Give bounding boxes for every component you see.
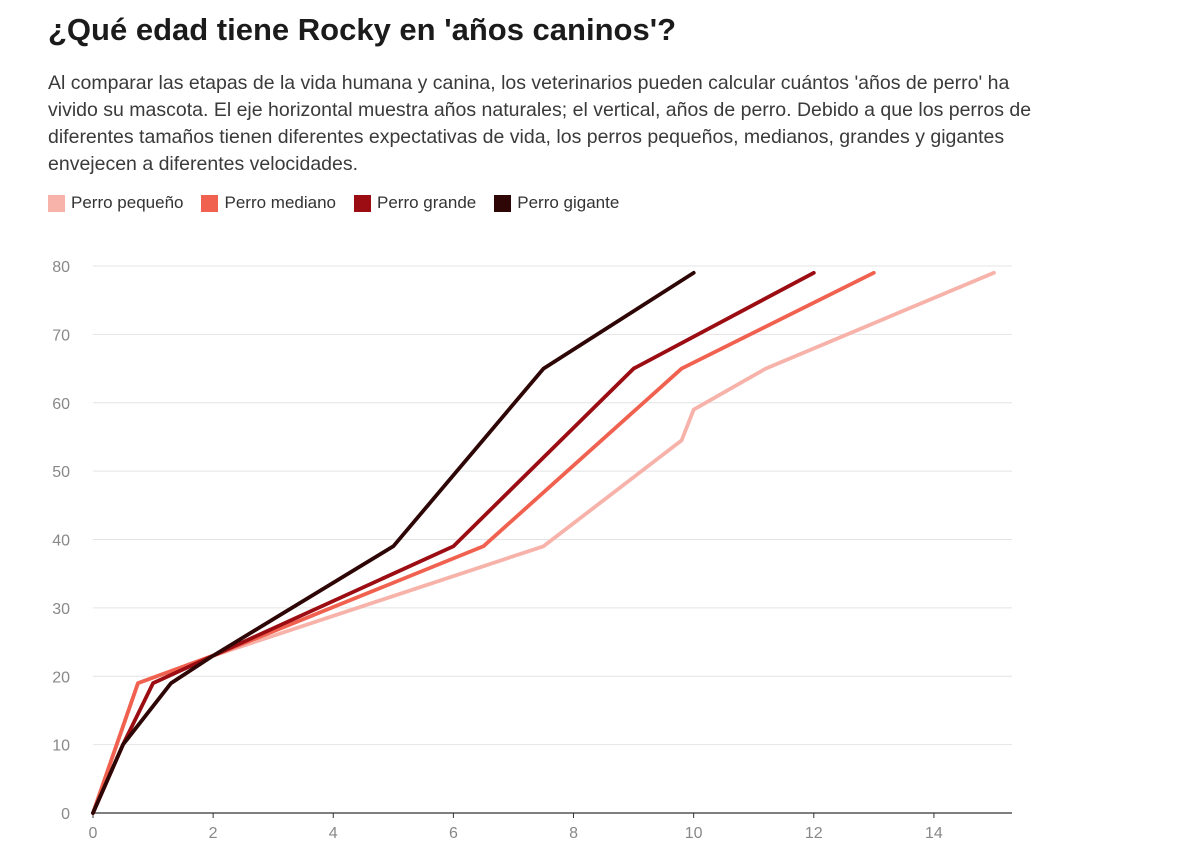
x-tick-label: 10 xyxy=(685,825,703,842)
y-tick-label: 60 xyxy=(52,396,70,413)
chart-subtitle: Al comparar las etapas de la vida humana… xyxy=(48,72,1032,175)
legend-item: Perro gigante xyxy=(494,193,619,213)
x-tick-label: 12 xyxy=(805,825,823,842)
series-line-2 xyxy=(91,270,876,815)
series-line-4 xyxy=(91,270,696,815)
legend-item: Perro grande xyxy=(354,193,476,213)
x-tick-label: 6 xyxy=(449,825,458,842)
y-tick-label: 80 xyxy=(52,259,70,276)
legend-swatch xyxy=(201,194,219,212)
y-tick-label: 70 xyxy=(52,327,70,344)
legend-item: Perro pequeño xyxy=(48,193,183,213)
legend-label: Perro mediano xyxy=(224,193,336,212)
legend-label: Perro gigante xyxy=(517,193,620,212)
y-tick-label: 10 xyxy=(52,738,70,755)
x-tick-label: 2 xyxy=(209,825,218,842)
legend-swatch xyxy=(354,194,371,212)
chart-title: ¿Qué edad tiene Rocky en 'años caninos'? xyxy=(48,12,677,47)
legend-swatch xyxy=(48,194,65,212)
chart-legend: Perro pequeño Perro mediano Perro grande Pe… xyxy=(48,193,619,213)
series-line-3 xyxy=(91,270,816,815)
x-tick-label: 4 xyxy=(329,825,338,842)
y-tick-label: 20 xyxy=(52,669,70,686)
legend-label: Perro pequeño xyxy=(71,193,184,212)
legend-label: Perro grande xyxy=(377,193,477,212)
y-tick-label: 40 xyxy=(52,533,70,550)
x-tick-label: 14 xyxy=(925,825,943,842)
x-tick-label: 0 xyxy=(89,825,98,842)
y-tick-label: 30 xyxy=(52,601,70,618)
y-tick-label: 0 xyxy=(61,806,70,823)
legend-item: Perro mediano xyxy=(201,193,336,213)
legend-swatch xyxy=(494,194,512,212)
series-line-1 xyxy=(91,270,996,815)
x-tick-label: 8 xyxy=(569,825,578,842)
y-tick-label: 50 xyxy=(52,464,70,481)
